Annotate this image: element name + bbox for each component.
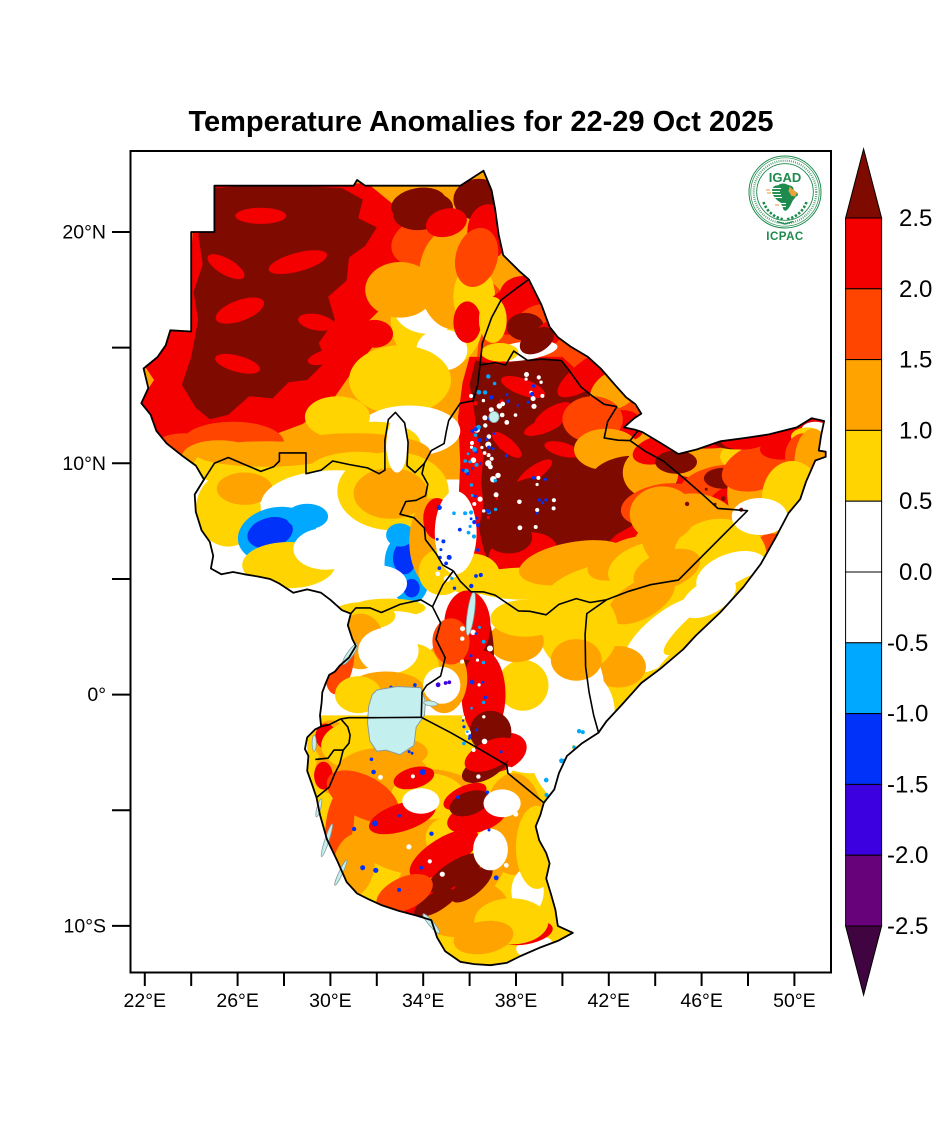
svg-text:1.5: 1.5 xyxy=(899,347,932,374)
svg-text:2.0: 2.0 xyxy=(899,276,932,303)
svg-text:0.0: 0.0 xyxy=(899,559,932,586)
svg-text:-2.5: -2.5 xyxy=(887,913,928,940)
svg-text:0°: 0° xyxy=(87,684,106,706)
svg-text:26°E: 26°E xyxy=(216,990,259,1012)
svg-text:34°E: 34°E xyxy=(402,990,445,1012)
svg-text:-0.5: -0.5 xyxy=(887,630,928,657)
svg-text:42°E: 42°E xyxy=(588,990,631,1012)
svg-text:30°E: 30°E xyxy=(309,990,352,1012)
svg-text:22°E: 22°E xyxy=(124,990,167,1012)
svg-text:IGAD: IGAD xyxy=(769,170,802,185)
svg-text:10°S: 10°S xyxy=(64,915,107,937)
svg-text:ICPAC: ICPAC xyxy=(766,231,803,243)
svg-text:-1.5: -1.5 xyxy=(887,771,928,798)
svg-text:0.5: 0.5 xyxy=(899,488,932,515)
svg-text:-2.0: -2.0 xyxy=(887,842,928,869)
svg-text:1.0: 1.0 xyxy=(899,417,932,444)
svg-text:10°N: 10°N xyxy=(62,453,106,475)
svg-text:Temperature Anomalies for 22-2: Temperature Anomalies for 22-29 Oct 2025 xyxy=(188,106,773,138)
svg-text:46°E: 46°E xyxy=(680,990,723,1012)
svg-text:38°E: 38°E xyxy=(495,990,538,1012)
svg-text:20°N: 20°N xyxy=(62,222,106,244)
svg-text:-1.0: -1.0 xyxy=(887,701,928,728)
svg-text:2.5: 2.5 xyxy=(899,205,932,232)
svg-text:50°E: 50°E xyxy=(773,990,816,1012)
